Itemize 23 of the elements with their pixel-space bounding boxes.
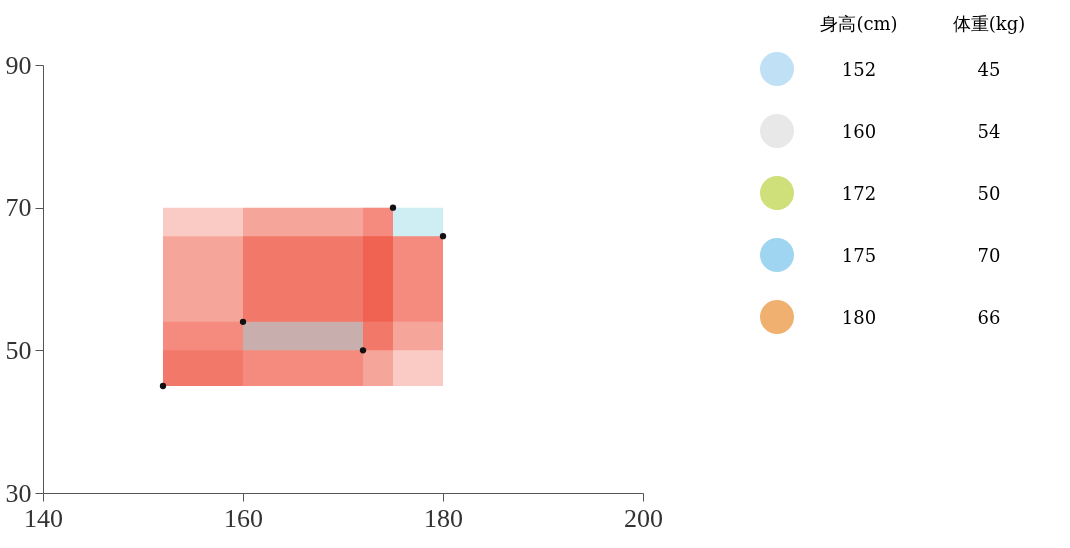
text: 身高(cm)	[819, 12, 899, 36]
text: 152	[840, 58, 878, 80]
x-tick-label: 180	[424, 503, 463, 533]
point	[239, 318, 247, 325]
text: 70	[976, 244, 1002, 266]
point	[159, 382, 167, 390]
text: 160	[840, 120, 878, 142]
point	[439, 233, 447, 240]
text: 180	[840, 306, 878, 328]
x-tick-label: 200	[624, 503, 663, 533]
text: 66	[976, 306, 1002, 328]
text: 45	[976, 58, 1002, 80]
text: 172	[840, 182, 878, 204]
point	[389, 204, 397, 211]
point	[359, 347, 367, 354]
y-tick-label: 70	[5, 193, 32, 223]
x-tick-label: 160	[224, 503, 263, 533]
text: 54	[976, 120, 1002, 142]
text: 50	[976, 182, 1002, 204]
y-tick-label: 50	[5, 335, 32, 365]
text: 175	[840, 244, 878, 266]
text: 体重(kg)	[951, 12, 1027, 36]
y-tick-label: 90	[5, 50, 32, 80]
